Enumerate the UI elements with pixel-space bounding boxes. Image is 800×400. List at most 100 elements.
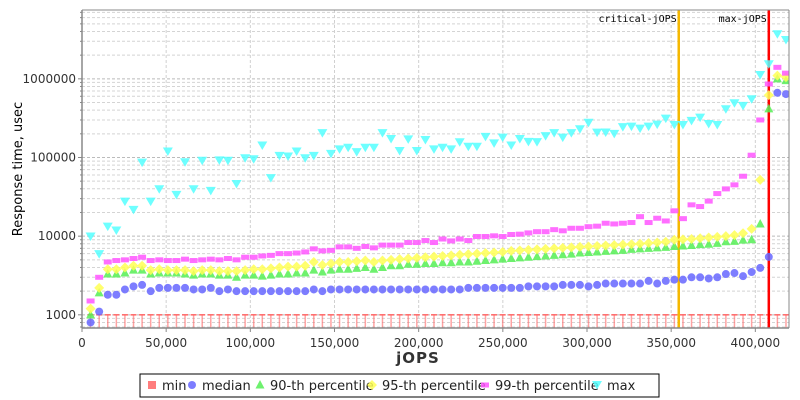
95-th-percentile-point	[197, 265, 208, 276]
95-th-percentile-point	[712, 231, 723, 242]
95-th-percentile-point	[257, 264, 268, 275]
max-point	[549, 129, 560, 138]
min-point	[731, 314, 738, 328]
y-tick-label: 1000000	[23, 72, 76, 86]
95-th-percentile-point	[746, 223, 757, 234]
95-th-percentile-point	[368, 256, 379, 267]
median-point	[266, 287, 275, 296]
90-th-percentile-point	[515, 252, 525, 262]
median-point	[739, 272, 748, 281]
max-point	[557, 133, 568, 143]
95-th-percentile-point	[592, 240, 603, 251]
min-point	[396, 314, 403, 328]
99-th-percentile-point	[644, 220, 653, 226]
min-point	[242, 314, 249, 328]
99-th-percentile-point	[610, 221, 619, 227]
legend-swatch-min	[148, 381, 156, 389]
min-point	[774, 314, 781, 328]
90-th-percentile-point	[523, 252, 533, 261]
median-point	[344, 285, 353, 294]
max-point	[738, 101, 749, 111]
data-points	[85, 30, 789, 327]
90-th-percentile-point	[687, 240, 697, 250]
legend-label: 90-th percentile	[270, 379, 374, 394]
min-point	[619, 314, 626, 328]
99-th-percentile-point	[670, 208, 679, 214]
min-point	[439, 314, 446, 328]
max-point	[308, 151, 319, 161]
95-th-percentile-point	[300, 260, 311, 271]
95-th-percentile-point	[403, 253, 414, 264]
95-th-percentile-point	[703, 232, 714, 243]
99-th-percentile-point	[95, 274, 104, 280]
min-point	[748, 314, 755, 328]
95-th-percentile-point	[549, 243, 560, 254]
max-point	[291, 147, 302, 157]
95-th-percentile-point	[334, 256, 345, 267]
legend-label: max	[607, 379, 636, 394]
x-tick-label: 250,000	[478, 336, 528, 350]
max-point	[703, 119, 714, 129]
99-th-percentile-point	[103, 259, 112, 265]
legend-swatch-median	[188, 381, 196, 389]
min-point	[413, 314, 420, 328]
median-point	[756, 263, 765, 272]
legend-label: min	[162, 379, 187, 394]
95-th-percentile-point	[497, 246, 508, 257]
99-th-percentile-point	[215, 257, 224, 263]
95-th-percentile-point	[180, 265, 191, 276]
median-point	[138, 280, 147, 289]
99-th-percentile-point	[146, 258, 155, 264]
99-th-percentile-point	[541, 229, 550, 235]
90-th-percentile-point	[712, 238, 722, 247]
min-point	[173, 314, 180, 328]
max-point	[394, 146, 405, 156]
median-point	[326, 285, 335, 294]
max-point	[523, 137, 534, 147]
median-point	[481, 283, 490, 292]
95-th-percentile-point	[377, 255, 388, 266]
95-th-percentile-point	[111, 264, 122, 275]
median-point	[507, 283, 516, 292]
median-point	[215, 287, 224, 296]
99-th-percentile-point	[661, 218, 670, 224]
99-th-percentile-point	[567, 225, 576, 231]
median-point	[533, 282, 542, 291]
marker-label-critical-jOPS: critical-jOPS	[598, 14, 676, 25]
99-th-percentile-point	[352, 245, 361, 251]
95-th-percentile-point	[325, 258, 336, 269]
median-point	[764, 252, 773, 261]
min-point	[602, 314, 609, 328]
max-point	[592, 128, 603, 138]
min-point	[113, 314, 120, 328]
99-th-percentile-point	[309, 246, 318, 252]
median-point	[181, 283, 190, 292]
99-th-percentile-point	[558, 228, 567, 234]
max-point	[420, 135, 431, 145]
median-point	[258, 287, 267, 296]
95-th-percentile-point	[489, 247, 500, 258]
x-tick-label: 200,000	[394, 336, 444, 350]
max-point	[248, 155, 259, 164]
median-point	[601, 279, 610, 288]
90-th-percentile-point	[257, 271, 267, 280]
median-point	[241, 287, 250, 296]
median-point	[249, 287, 258, 296]
99-th-percentile-point	[550, 227, 559, 233]
90-th-percentile-point	[446, 257, 456, 267]
99-th-percentile-point	[326, 247, 335, 253]
min-point	[156, 314, 163, 328]
95-th-percentile-point	[240, 265, 251, 276]
min-point	[628, 314, 635, 328]
99-th-percentile-point	[249, 254, 258, 260]
median-point	[593, 280, 602, 289]
99-th-percentile-point	[455, 236, 464, 242]
99-th-percentile-point	[627, 220, 636, 226]
median-point	[661, 276, 670, 285]
min-point	[525, 314, 532, 328]
max-point	[729, 99, 740, 108]
90-th-percentile-point	[532, 251, 542, 261]
99-th-percentile-point	[198, 257, 207, 263]
median-point	[206, 283, 215, 292]
max-point	[428, 145, 439, 154]
